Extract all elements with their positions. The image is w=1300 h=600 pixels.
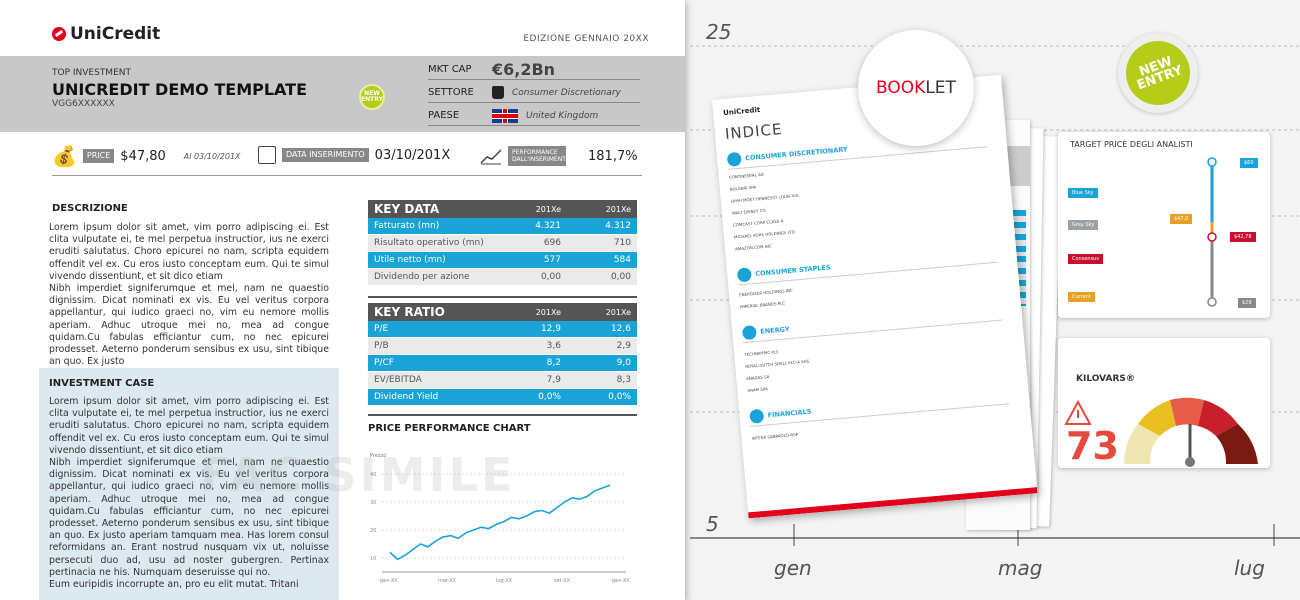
booklet-item: COMCAST CORP CLASS A — [732, 218, 784, 228]
table-row: Dividendo per azione 0,00 0,00 — [368, 269, 637, 286]
performance-chart-icon — [480, 149, 502, 165]
isin-code: VGG6XXXXXX — [52, 99, 115, 109]
table-row: P/CF 8,2 9,0 — [368, 355, 637, 372]
current-tag: Current — [1068, 292, 1095, 302]
price-top: $60 — [1240, 158, 1258, 168]
target-price-card: TARGET PRICE DEGLI ANALISTI Blue Sky Gre… — [1058, 132, 1270, 318]
investment-case-text: Lorem ipsum dolor sit amet, vim porro ad… — [49, 396, 329, 591]
document-title: UNICREDIT DEMO TEMPLATE — [52, 80, 308, 99]
booklet-item: ENAGAS SA — [746, 374, 770, 382]
shopping-bag-icon — [492, 86, 504, 99]
x-tick-label: gen-XX — [380, 578, 398, 584]
price-consensus: $42,78 — [1230, 232, 1256, 242]
price-metric: 💰 PRICE $47,80 Al 03/10/201X — [52, 144, 241, 168]
booklet-title: INDICE — [724, 120, 784, 143]
kilovars-card — [1058, 338, 1270, 468]
price-low: $29 — [1238, 298, 1256, 308]
kilovars-value: 73 — [1066, 424, 1119, 468]
x-tick-label: set-XX — [554, 578, 571, 584]
booklet-item: CONTINENTAL AG — [728, 171, 765, 180]
table-row: Risultato operativo (mn) 696 710 — [368, 235, 637, 252]
booklet-item: INTESA SANPAOLO-RSP — [751, 431, 799, 441]
price-series-line — [389, 484, 611, 561]
mkt-cap-row: MKT CAP €6,2Bn — [428, 60, 640, 80]
calendar-icon — [258, 146, 276, 164]
table-row: EV/EBITDA 7,9 8,3 — [368, 372, 637, 389]
data-inserimento-metric: DATA INSERIMENTO 03/10/201X — [258, 146, 450, 164]
booklet-item: IMPERIAL BRANDS PLC — [739, 300, 786, 310]
consensus-tag: Consensus — [1068, 254, 1103, 264]
booklet-item: ENERGIZER HOLDINGS INC — [738, 287, 794, 298]
y-tick-label: 40 — [370, 472, 376, 478]
month-label-gen: gen — [774, 556, 812, 580]
performance-metric: PERFORMANCE DALL'INSERIMENTO 181,7% — [480, 146, 638, 166]
document-page: UniCredit EDIZIONE GENNAIO 20XX TOP INVE… — [0, 0, 685, 600]
descrizione-text: Lorem ipsum dolor sit amet, vim porro ad… — [49, 222, 329, 368]
x-tick-label: mar-XX — [438, 578, 457, 584]
metrics-bar: 💰 PRICE $47,80 Al 03/10/201X DATA INSERI… — [52, 142, 642, 176]
table-row: P/E 12,9 12,6 — [368, 321, 637, 338]
booklet-item: LVMH MOET HENNESSY LOUIS VUI. — [730, 192, 801, 204]
y-tick-label: 20 — [370, 528, 376, 534]
booklet-item: ROYAL DUTCH SHELL PLC-A SHS — [745, 358, 810, 370]
key-data-table: KEY DATA 201Xe 201Xe Fatturato (mn) 4.321 4.… — [368, 200, 637, 286]
new-entry-badge-small: NEW ENTRY — [359, 84, 385, 110]
booklet-item: MICHAEL KORS HOLDINGS LTD — [733, 229, 796, 240]
y-tick-label: 10 — [370, 556, 376, 562]
booklet-item: SNAM SPA — [747, 386, 769, 394]
table-row: Utile netto (mn) 577 584 — [368, 252, 637, 269]
booklet-badge: BOOK LET — [858, 30, 974, 146]
booklet-item: WALT DISNEY CO — [731, 207, 766, 216]
money-bag-icon: 💰 — [52, 144, 77, 168]
uk-flag-icon — [492, 108, 518, 123]
booklet-item: TECHNIPFMC PLC — [744, 349, 780, 358]
kilovars-title: KILOVARS® — [1076, 374, 1135, 384]
y-axis-label-bottom: 5 — [706, 512, 719, 536]
edition-label: EDIZIONE GENNAIO 20XX — [523, 34, 649, 44]
blue-sky-tag: Blue Sky — [1068, 188, 1098, 198]
investment-case-heading: INVESTMENT CASE — [49, 378, 155, 389]
settore-row: SETTORE Consumer Discretionary — [428, 83, 640, 103]
x-tick-label: gen-XX — [612, 578, 630, 584]
month-label-lug: lug — [1234, 556, 1265, 580]
unicredit-logo-icon — [52, 27, 66, 41]
price-chart-heading: PRICE PERFORMANCE CHART — [368, 423, 531, 434]
booklet-section-energy: ENERGY — [741, 322, 790, 341]
unicredit-logo: UniCredit — [52, 24, 160, 44]
y-tick-label: 30 — [370, 500, 376, 506]
target-price-title: TARGET PRICE DEGLI ANALISTI — [1070, 140, 1193, 149]
price-performance-chart: Prezzo 40 30 20 10 gen-XX mar-XX lug-XX set-XX ge… — [368, 450, 638, 600]
booklet-section-consumer-staples: CONSUMER STAPLES — [736, 260, 831, 283]
top-investment-label: TOP INVESTMENT — [52, 68, 131, 78]
table-row: P/B 3,6 2,9 — [368, 338, 637, 355]
grey-sky-tag: Grey Sky — [1068, 220, 1099, 230]
descrizione-heading: DESCRIZIONE — [52, 203, 128, 214]
table-row: Dividend Yield 0,0% 0,0% — [368, 389, 637, 406]
booklet-item: BULGARI SPA — [729, 184, 757, 192]
booklet-index-page: UniCredit INDICE CONSUMER DISCRETIONARY … — [712, 74, 1038, 519]
header-band: TOP INVESTMENT UNICREDIT DEMO TEMPLATE V… — [0, 56, 685, 132]
key-ratio-table: KEY RATIO 201Xe 201Xe P/E 12,9 12,6 P/B 3,6 2,… — [368, 303, 637, 406]
paese-row: PAESE United Kingdom — [428, 106, 640, 126]
month-label-mag: mag — [998, 556, 1043, 580]
fac-simile-watermark: FAC SIMILE — [200, 448, 516, 502]
price-current: $47,0 — [1170, 214, 1193, 224]
new-entry-badge: NEW ENTRY — [1116, 31, 1200, 115]
investment-case-box — [39, 368, 339, 600]
y-axis-label: Prezzo — [370, 453, 386, 459]
y-axis-label-top: 25 — [706, 20, 732, 44]
booklet-item: AMAZON.COM INC — [734, 243, 772, 252]
booklet-logo: UniCredit — [722, 105, 761, 118]
x-tick-label: lug-XX — [496, 578, 513, 584]
table-row: Fatturato (mn) 4.321 4.312 — [368, 218, 637, 235]
